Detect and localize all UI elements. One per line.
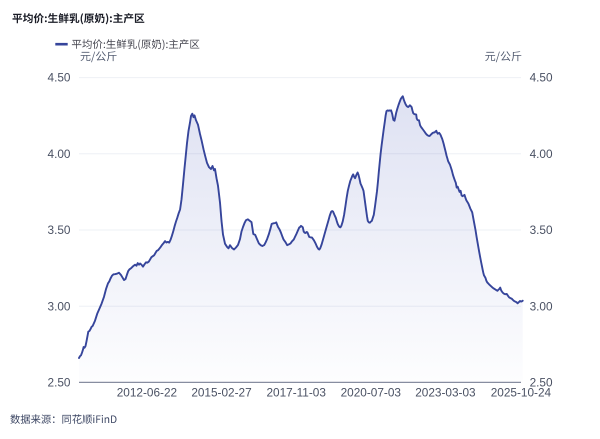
svg-text:2017-11-03: 2017-11-03 — [266, 385, 326, 399]
svg-text:4.50: 4.50 — [48, 71, 71, 85]
svg-text:4.50: 4.50 — [530, 71, 553, 85]
svg-text:3.50: 3.50 — [48, 223, 71, 237]
svg-text:2012-06-22: 2012-06-22 — [117, 385, 177, 399]
svg-text:2023-03-03: 2023-03-03 — [415, 385, 476, 399]
svg-text:2020-07-03: 2020-07-03 — [341, 385, 402, 399]
svg-text:2015-02-27: 2015-02-27 — [191, 385, 251, 399]
svg-text:4.00: 4.00 — [48, 147, 71, 161]
svg-text:2025-10-24: 2025-10-24 — [491, 385, 552, 399]
svg-text:2.50: 2.50 — [530, 376, 553, 390]
svg-text:2.50: 2.50 — [48, 376, 71, 390]
svg-text:3.00: 3.00 — [48, 299, 71, 313]
svg-text:3.50: 3.50 — [530, 223, 553, 237]
svg-text:4.00: 4.00 — [530, 147, 553, 161]
svg-text:3.00: 3.00 — [530, 299, 553, 313]
